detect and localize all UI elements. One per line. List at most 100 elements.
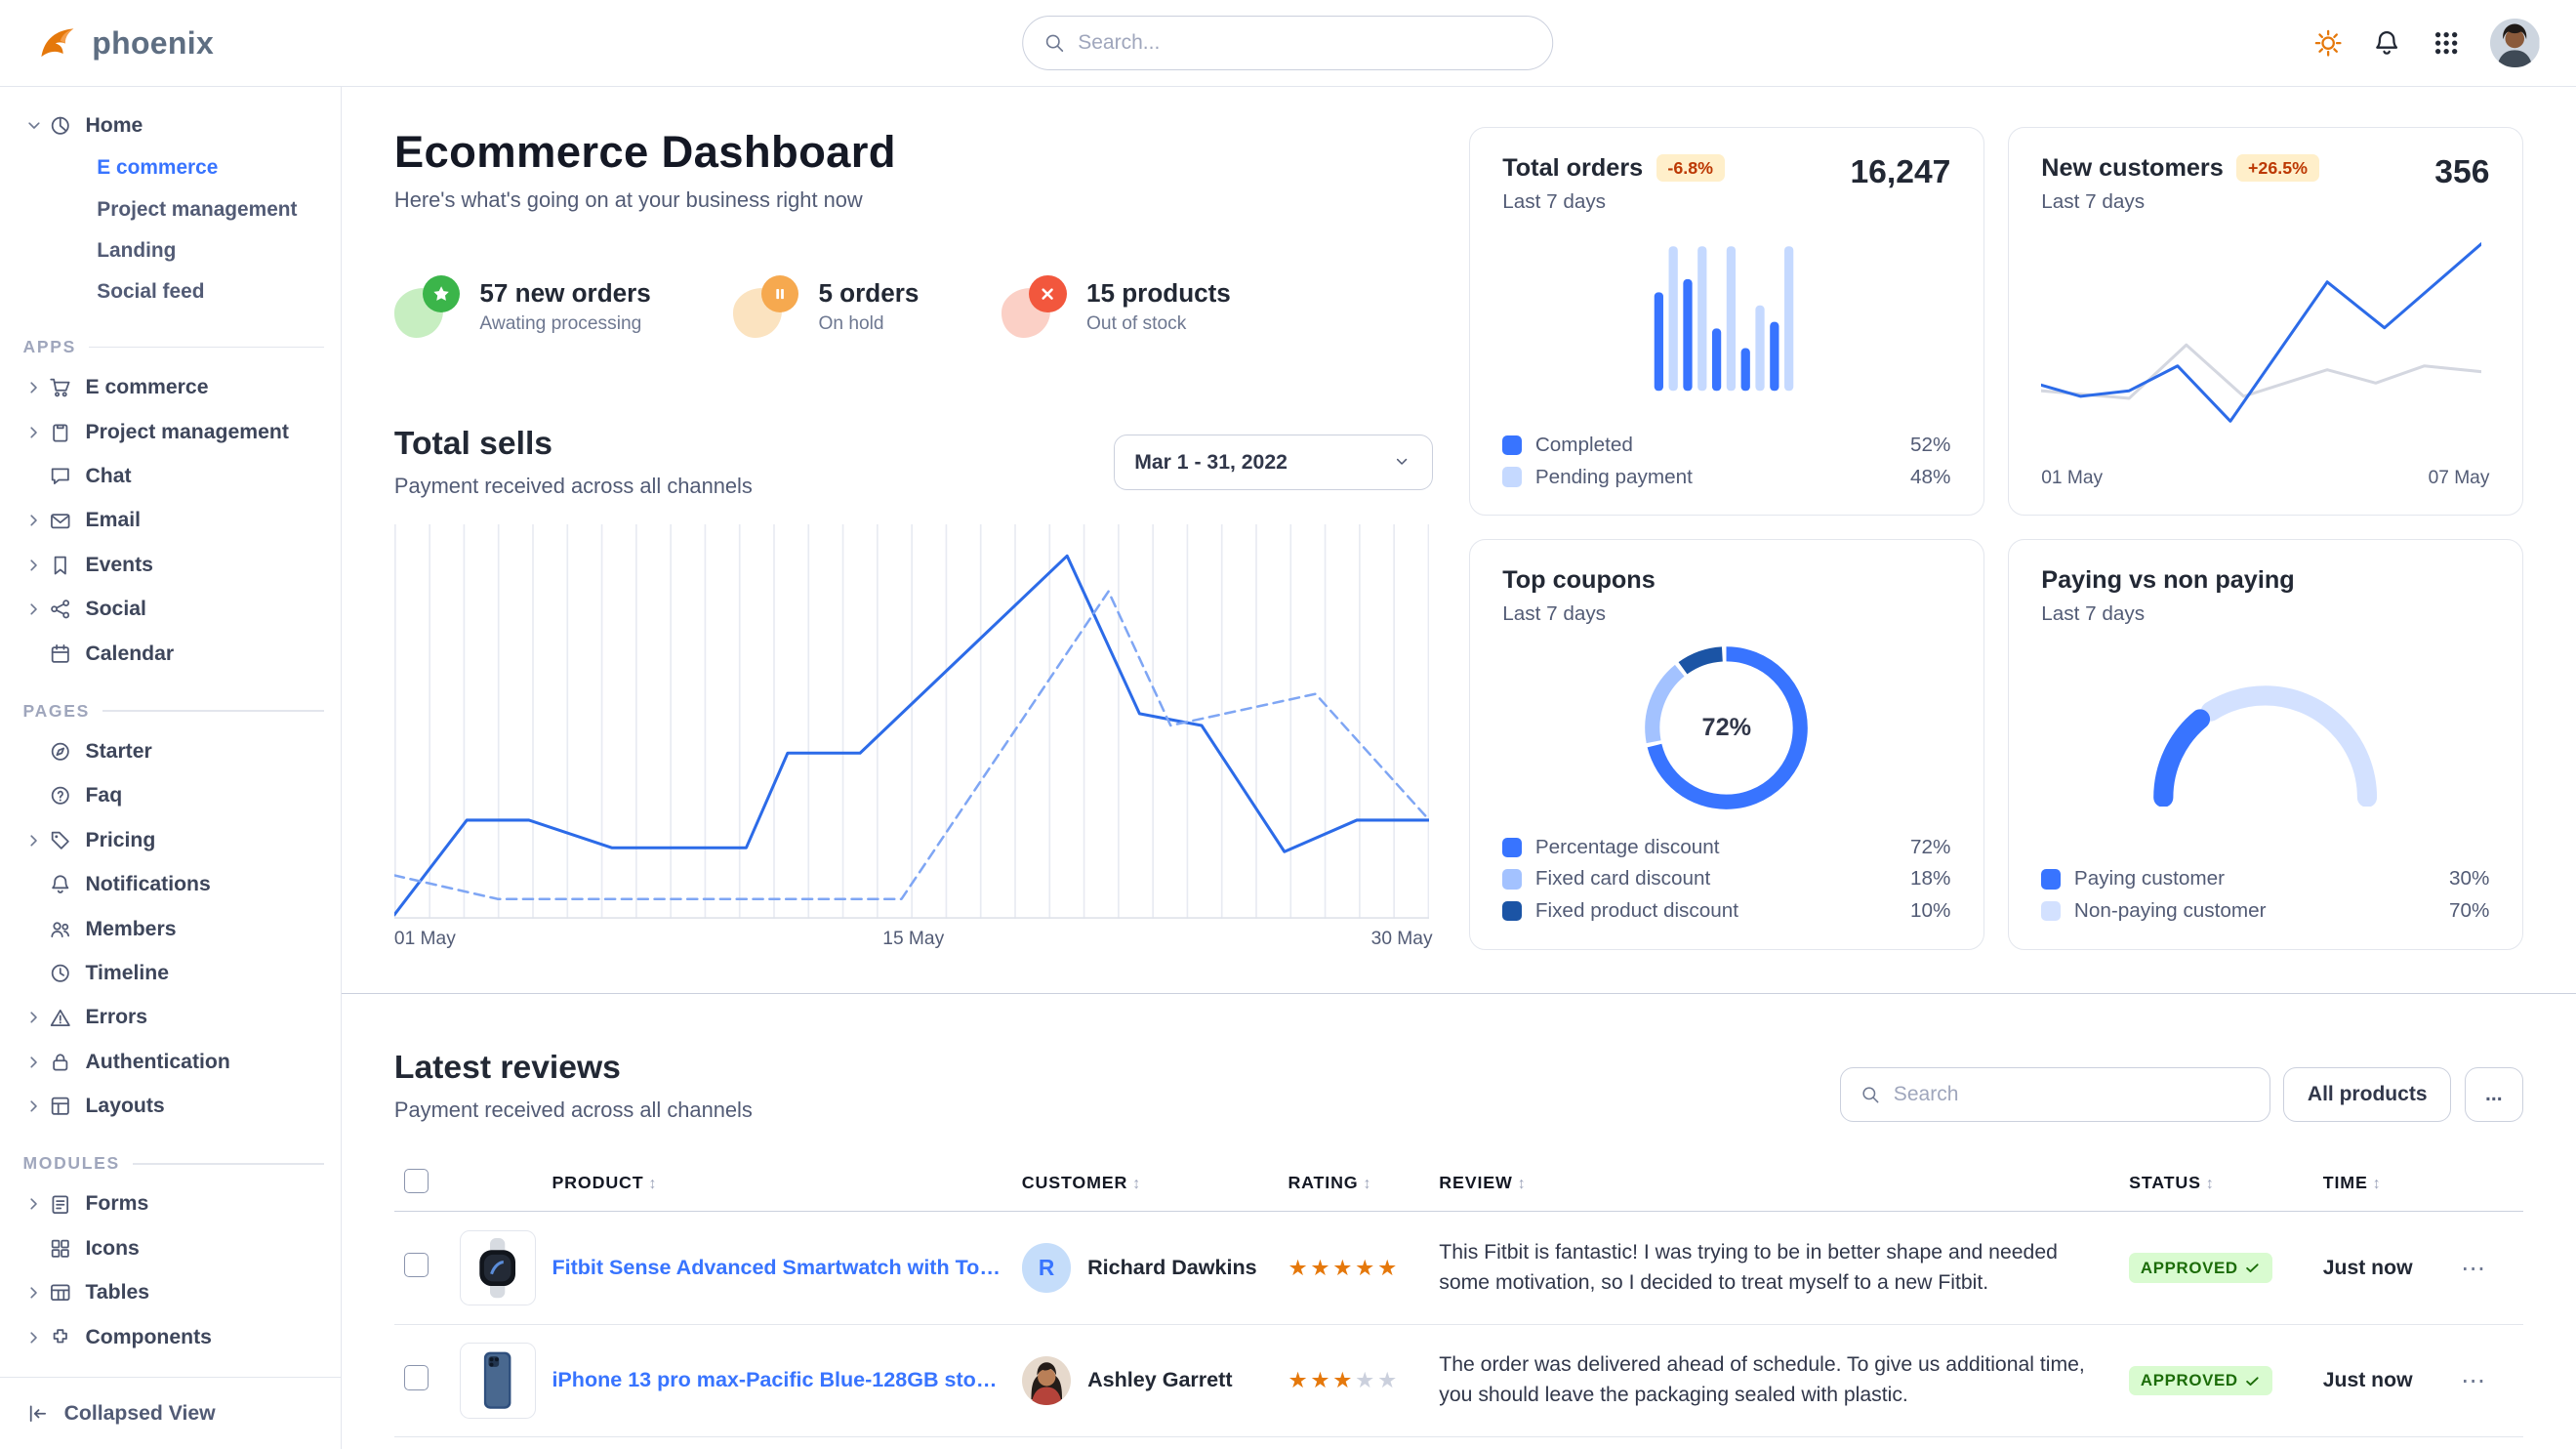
sidebar-item-faq[interactable]: Faq xyxy=(0,773,341,817)
product-image xyxy=(460,1343,536,1419)
review-text: This Fitbit is fantastic! I was trying t… xyxy=(1439,1240,2058,1294)
col-review[interactable]: REVIEW ↕ xyxy=(1429,1155,2120,1213)
user-avatar[interactable] xyxy=(2490,18,2540,68)
row-checkbox[interactable] xyxy=(404,1365,429,1390)
brand[interactable]: phoenix xyxy=(36,21,214,64)
row-actions-button[interactable]: ⋯ xyxy=(2461,1254,2488,1282)
all-products-button[interactable]: All products xyxy=(2283,1067,2452,1122)
rating-stars: ★★★★★ xyxy=(1288,1255,1400,1281)
sidebar-subitem-landing[interactable]: Landing xyxy=(97,238,177,262)
pause-icon xyxy=(770,284,790,304)
sidebar-item-events[interactable]: Events xyxy=(0,543,341,587)
sidebar-item-social[interactable]: Social xyxy=(0,588,341,632)
row-checkbox[interactable] xyxy=(404,1252,429,1278)
sidebar-item-project-management[interactable]: Project management xyxy=(0,410,341,454)
sidebar-item-e-commerce[interactable]: E commerce xyxy=(0,365,341,409)
share-icon xyxy=(49,598,72,621)
new-orders-icon xyxy=(393,274,461,338)
col-time[interactable]: TIME ↕ xyxy=(2312,1155,2451,1213)
sidebar-item-starter[interactable]: Starter xyxy=(0,729,341,773)
date-range-select[interactable]: Mar 1 - 31, 2022 xyxy=(1114,434,1433,491)
chat-icon xyxy=(49,465,72,488)
reviews-search[interactable] xyxy=(1839,1067,2270,1122)
users-icon xyxy=(49,918,72,941)
sidebar-item-pricing[interactable]: Pricing xyxy=(0,818,341,862)
legend-label: Completed xyxy=(1534,434,1633,457)
sidebar-item-tables[interactable]: Tables xyxy=(0,1271,341,1315)
sidebar-subitem-project-management[interactable]: Project management xyxy=(97,197,298,221)
card-title: Top coupons xyxy=(1502,565,1656,594)
sidebar-item-chat[interactable]: Chat xyxy=(0,454,341,498)
nav-search-input[interactable] xyxy=(1078,31,1533,56)
sidebar-subitem-social-feed[interactable]: Social feed xyxy=(97,279,205,303)
bookmark-icon xyxy=(49,554,72,577)
theme-toggle-button[interactable] xyxy=(2313,26,2347,60)
sidebar-item-layouts[interactable]: Layouts xyxy=(0,1085,341,1129)
puzzle-icon xyxy=(49,1326,72,1349)
sidebar-item-members[interactable]: Members xyxy=(0,907,341,951)
row-actions-button[interactable]: ⋯ xyxy=(2461,1366,2488,1394)
sidebar-item-home[interactable]: Home xyxy=(0,104,341,147)
avatar xyxy=(1021,1355,1072,1406)
sidebar-item-timeline[interactable]: Timeline xyxy=(0,951,341,995)
sidebar-item-components[interactable]: Components xyxy=(0,1315,341,1359)
out-of-stock-icon xyxy=(1001,274,1067,338)
product-link[interactable]: iPhone 13 pro max-Pacific Blue-128GB sto… xyxy=(552,1368,1002,1392)
search-icon xyxy=(1043,32,1065,54)
sidebar-item-icons[interactable]: Icons xyxy=(0,1226,341,1270)
section-divider xyxy=(133,1162,325,1165)
card-title: Paying vs non paying xyxy=(2041,565,2295,594)
sidebar-item-errors[interactable]: Errors xyxy=(0,996,341,1040)
tag-icon xyxy=(49,829,72,852)
col-actions xyxy=(2451,1155,2524,1213)
select-all-cell xyxy=(393,1155,451,1213)
paying-chart xyxy=(2153,684,2378,808)
total-sells-x-axis: 01 May 15 May 30 May xyxy=(394,929,1433,950)
total-sells-chart xyxy=(393,524,1430,920)
col-customer[interactable]: CUSTOMER ↕ xyxy=(1011,1155,1279,1213)
product-link[interactable]: Fitbit Sense Advanced Smartwatch with To… xyxy=(552,1256,1002,1280)
stat-value: 57 new orders xyxy=(479,277,651,308)
total-sells-subtitle: Payment received across all channels xyxy=(393,473,753,498)
legend-label: Fixed product discount xyxy=(1534,898,1738,922)
caret-right-icon xyxy=(23,422,45,443)
sidebar-item-calendar[interactable]: Calendar xyxy=(0,632,341,676)
new-customers-card: New customers +26.5% Last 7 days 356 01 … xyxy=(2007,126,2524,517)
caret-right-icon xyxy=(23,377,45,398)
notifications-button[interactable] xyxy=(2372,26,2405,60)
top-coupons-chart xyxy=(1645,646,1809,809)
chevron-down-icon xyxy=(1392,452,1411,472)
nav-search[interactable] xyxy=(1022,16,1554,70)
legend-label: Paying customer xyxy=(2073,867,2225,891)
cart-icon xyxy=(49,376,72,399)
select-all-checkbox[interactable] xyxy=(404,1168,429,1193)
x-label: 01 May xyxy=(393,929,456,950)
sidebar-item-authentication[interactable]: Authentication xyxy=(0,1040,341,1084)
reviews-search-input[interactable] xyxy=(1893,1082,2250,1106)
card-period: Last 7 days xyxy=(1502,602,1607,626)
status-badge: APPROVED xyxy=(2129,1253,2273,1283)
collapse-view-button[interactable]: Collapsed View xyxy=(0,1377,342,1449)
new-customers-chart xyxy=(2041,242,2482,424)
nine-dots-icon xyxy=(2432,28,2461,58)
col-status[interactable]: STATUS ↕ xyxy=(2119,1155,2313,1213)
legend-item: Fixed product discount 10% xyxy=(1502,899,1950,923)
avatar: R xyxy=(1021,1243,1072,1293)
reviews-table: PRODUCT ↕ CUSTOMER ↕ RATING ↕ REVIEW ↕ STATU… xyxy=(393,1155,2524,1450)
apps-menu-button[interactable] xyxy=(2432,26,2465,60)
col-rating[interactable]: RATING ↕ xyxy=(1278,1155,1430,1213)
caret-right-icon xyxy=(23,1282,45,1304)
col-product[interactable]: PRODUCT ↕ xyxy=(542,1155,1012,1213)
sidebar-item-notifications[interactable]: Notifications xyxy=(0,862,341,906)
check-icon xyxy=(2244,1260,2261,1276)
sidebar-section-label: MODULES xyxy=(22,1153,120,1174)
new-customers-x-axis: 01 May 07 May xyxy=(2041,468,2489,489)
review-row xyxy=(393,1436,2524,1450)
sidebar-item-email[interactable]: Email xyxy=(0,499,341,543)
sidebar-item-forms[interactable]: Forms xyxy=(0,1182,341,1226)
total-orders-legend: Completed 52% Pending payment 48% xyxy=(1502,434,1950,488)
review-time: Just now xyxy=(2322,1368,2413,1391)
more-options-button[interactable]: ... xyxy=(2464,1067,2524,1122)
reviews-table-body: Fitbit Sense Advanced Smartwatch with To… xyxy=(393,1211,2524,1450)
sidebar-subitem-e-commerce[interactable]: E commerce xyxy=(97,156,219,180)
